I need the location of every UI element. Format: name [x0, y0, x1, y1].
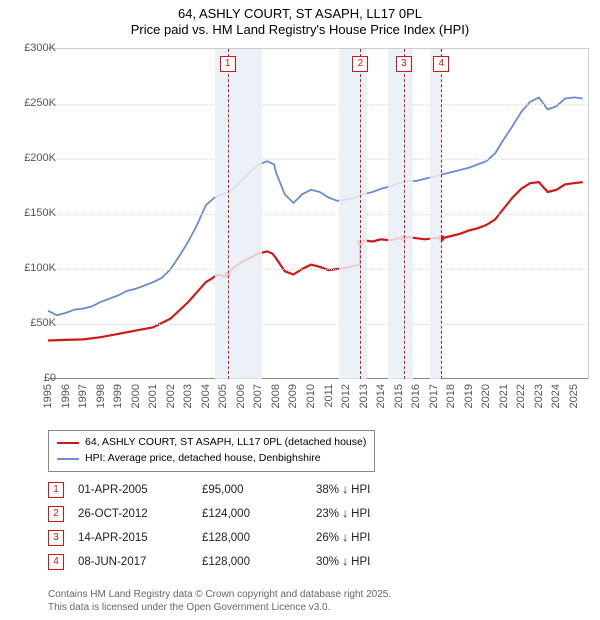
transaction-row: 3 14-APR-2015 £128,000 26% ↓ HPI [48, 526, 416, 550]
transaction-badge: 3 [48, 530, 64, 546]
x-axis-label: 2000 [130, 384, 142, 408]
x-axis-label: 2006 [235, 384, 247, 408]
y-axis-label: £200K [12, 152, 56, 164]
chart-container: 64, ASHLY COURT, ST ASAPH, LL17 0PL Pric… [0, 0, 600, 620]
gridline [48, 159, 588, 160]
marker-badge: 1 [220, 56, 236, 72]
y-axis-label: £100K [12, 262, 56, 274]
transaction-date: 26-OCT-2012 [78, 508, 188, 520]
x-axis-label: 2013 [358, 384, 370, 408]
y-axis-label: £150K [12, 207, 56, 219]
transaction-delta: 30% ↓ HPI [316, 556, 416, 568]
transaction-badge: 1 [48, 482, 64, 498]
x-axis-label: 2025 [568, 384, 580, 408]
legend-item: HPI: Average price, detached house, Denb… [57, 451, 366, 467]
footer: Contains HM Land Registry data © Crown c… [48, 588, 391, 614]
series-red [48, 182, 583, 340]
marker-badge: 2 [352, 56, 368, 72]
transaction-delta: 23% ↓ HPI [316, 508, 416, 520]
x-axis-label: 2011 [323, 384, 335, 408]
x-axis-label: 1997 [77, 384, 89, 408]
transaction-badge: 2 [48, 506, 64, 522]
marker-line [441, 49, 442, 379]
x-axis-label: 2010 [305, 384, 317, 408]
footer-line: Contains HM Land Registry data © Crown c… [48, 588, 391, 601]
x-axis-label: 2022 [515, 384, 527, 408]
transaction-date: 08-JUN-2017 [78, 556, 188, 568]
x-axis-label: 2015 [393, 384, 405, 408]
transaction-row: 1 01-APR-2005 £95,000 38% ↓ HPI [48, 478, 416, 502]
legend-item: 64, ASHLY COURT, ST ASAPH, LL17 0PL (det… [57, 435, 366, 451]
y-axis-label: £250K [12, 97, 56, 109]
y-axis-label: £0 [12, 372, 56, 384]
transactions-table: 1 01-APR-2005 £95,000 38% ↓ HPI 2 26-OCT-2012… [48, 478, 416, 574]
x-axis-label: 2024 [550, 384, 562, 408]
gridline [48, 214, 588, 215]
marker-line [228, 49, 229, 379]
footer-line: This data is licensed under the Open Gov… [48, 601, 391, 614]
x-axis-label: 2017 [428, 384, 440, 408]
transaction-delta: 38% ↓ HPI [316, 484, 416, 496]
shade-band [430, 49, 441, 379]
x-axis-label: 2021 [498, 384, 510, 408]
x-axis-label: 1998 [95, 384, 107, 408]
marker-badge: 4 [433, 56, 449, 72]
transaction-date: 01-APR-2005 [78, 484, 188, 496]
x-axis-label: 2008 [270, 384, 282, 408]
chart-area [48, 48, 589, 379]
marker-line [404, 49, 405, 379]
x-axis-label: 2002 [165, 384, 177, 408]
marker-line [360, 49, 361, 379]
transaction-row: 4 08-JUN-2017 £128,000 30% ↓ HPI [48, 550, 416, 574]
y-axis-label: £50K [12, 317, 56, 329]
marker-badge: 3 [396, 56, 412, 72]
series-blue [48, 97, 583, 315]
x-axis-label: 1995 [42, 384, 54, 408]
title-subtitle: Price paid vs. HM Land Registry's House … [0, 22, 600, 38]
x-axis-label: 2012 [340, 384, 352, 408]
x-axis-label: 2020 [480, 384, 492, 408]
legend-label: HPI: Average price, detached house, Denb… [85, 451, 321, 467]
transaction-price: £128,000 [202, 556, 302, 568]
x-axis-label: 2009 [287, 384, 299, 408]
transaction-price: £128,000 [202, 532, 302, 544]
shade-band [215, 49, 262, 379]
transaction-price: £95,000 [202, 484, 302, 496]
transaction-price: £124,000 [202, 508, 302, 520]
x-axis-label: 1999 [112, 384, 124, 408]
gridline [48, 269, 588, 270]
x-axis-label: 2016 [410, 384, 422, 408]
x-axis-label: 1996 [60, 384, 72, 408]
y-axis-label: £300K [12, 42, 56, 54]
legend-label: 64, ASHLY COURT, ST ASAPH, LL17 0PL (det… [85, 435, 366, 451]
x-axis-label: 2004 [200, 384, 212, 408]
x-axis-label: 2003 [182, 384, 194, 408]
legend-swatch [57, 442, 79, 444]
title-block: 64, ASHLY COURT, ST ASAPH, LL17 0PL Pric… [0, 0, 600, 39]
transaction-badge: 4 [48, 554, 64, 570]
transaction-date: 14-APR-2015 [78, 532, 188, 544]
title-address: 64, ASHLY COURT, ST ASAPH, LL17 0PL [0, 6, 600, 22]
x-axis-label: 2005 [217, 384, 229, 408]
transaction-delta: 26% ↓ HPI [316, 532, 416, 544]
x-axis-label: 2014 [375, 384, 387, 408]
transaction-row: 2 26-OCT-2012 £124,000 23% ↓ HPI [48, 502, 416, 526]
legend: 64, ASHLY COURT, ST ASAPH, LL17 0PL (det… [48, 430, 375, 472]
gridline [48, 324, 588, 325]
legend-swatch [57, 458, 79, 460]
x-axis-label: 2007 [252, 384, 264, 408]
x-axis-label: 2019 [463, 384, 475, 408]
shade-band [339, 49, 367, 379]
x-axis-label: 2023 [533, 384, 545, 408]
shade-band [388, 49, 413, 379]
gridline [48, 104, 588, 105]
x-axis-label: 2001 [147, 384, 159, 408]
x-axis-label: 2018 [445, 384, 457, 408]
